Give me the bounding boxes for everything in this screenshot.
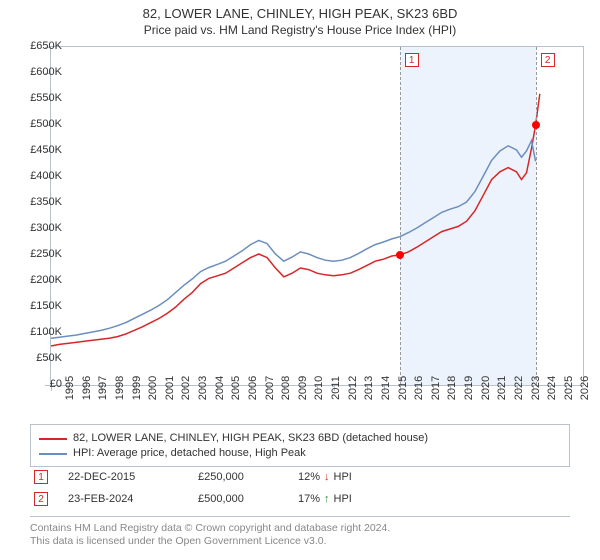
sale-marker-label: 1 <box>405 53 419 67</box>
legend-text: HPI: Average price, detached house, High… <box>73 446 306 461</box>
y-axis-label: £200K <box>14 274 62 286</box>
chart-footer: Contains HM Land Registry data © Crown c… <box>30 516 570 548</box>
event-marker: 2 <box>34 492 48 506</box>
series-hpi <box>51 141 536 339</box>
event-diff: 12% ↓ HPI <box>298 471 398 483</box>
event-vs: HPI <box>334 493 352 505</box>
y-axis-label: £150K <box>14 300 62 312</box>
y-axis-label: £650K <box>14 40 62 52</box>
event-price: £500,000 <box>198 493 278 505</box>
series-price_paid <box>51 94 540 346</box>
legend-row: HPI: Average price, detached house, High… <box>39 446 561 461</box>
arrow-down-icon: ↓ <box>324 471 330 483</box>
y-axis-label: £400K <box>14 170 62 182</box>
chart-lines <box>51 47 583 385</box>
sale-events: 1 22-DEC-2015 £250,000 12% ↓ HPI 2 23-FEB-2024 £… <box>30 466 570 510</box>
y-axis-label: £450K <box>14 144 62 156</box>
y-axis-label: £500K <box>14 118 62 130</box>
y-axis-label: £600K <box>14 66 62 78</box>
legend-text: 82, LOWER LANE, CHINLEY, HIGH PEAK, SK23… <box>73 431 428 446</box>
y-axis-label: £350K <box>14 196 62 208</box>
chart-header: 82, LOWER LANE, CHINLEY, HIGH PEAK, SK23… <box>0 0 600 37</box>
sale-marker-dot <box>396 251 404 259</box>
y-axis-label: £300K <box>14 222 62 234</box>
y-axis-label: £250K <box>14 248 62 260</box>
x-axis-label: 2026 <box>565 376 591 400</box>
y-axis-label: £100K <box>14 326 62 338</box>
legend-swatch <box>39 438 67 440</box>
sale-marker-dot <box>532 121 540 129</box>
shaded-border <box>400 47 401 385</box>
event-diff-pct: 12% <box>298 471 320 483</box>
event-vs: HPI <box>334 471 352 483</box>
chart-subtitle: Price paid vs. HM Land Registry's House … <box>0 23 600 37</box>
event-row: 1 22-DEC-2015 £250,000 12% ↓ HPI <box>30 466 570 488</box>
event-row: 2 23-FEB-2024 £500,000 17% ↑ HPI <box>30 488 570 510</box>
event-date: 22-DEC-2015 <box>68 471 178 483</box>
event-date: 23-FEB-2024 <box>68 493 178 505</box>
legend-swatch <box>39 453 67 455</box>
chart-plot-area: 12 <box>50 46 584 386</box>
sale-marker-label: 2 <box>541 53 555 67</box>
event-price: £250,000 <box>198 471 278 483</box>
event-diff-pct: 17% <box>298 493 320 505</box>
event-marker: 1 <box>34 470 48 484</box>
shaded-border <box>536 47 537 385</box>
y-axis-label: £550K <box>14 92 62 104</box>
y-axis-label: £50K <box>14 352 62 364</box>
arrow-up-icon: ↑ <box>324 493 330 505</box>
chart-legend: 82, LOWER LANE, CHINLEY, HIGH PEAK, SK23… <box>30 424 570 467</box>
legend-row: 82, LOWER LANE, CHINLEY, HIGH PEAK, SK23… <box>39 431 561 446</box>
event-diff: 17% ↑ HPI <box>298 493 398 505</box>
footer-line1: Contains HM Land Registry data © Crown c… <box>30 522 570 535</box>
chart-title: 82, LOWER LANE, CHINLEY, HIGH PEAK, SK23… <box>0 6 600 21</box>
footer-line2: This data is licensed under the Open Gov… <box>30 535 570 548</box>
